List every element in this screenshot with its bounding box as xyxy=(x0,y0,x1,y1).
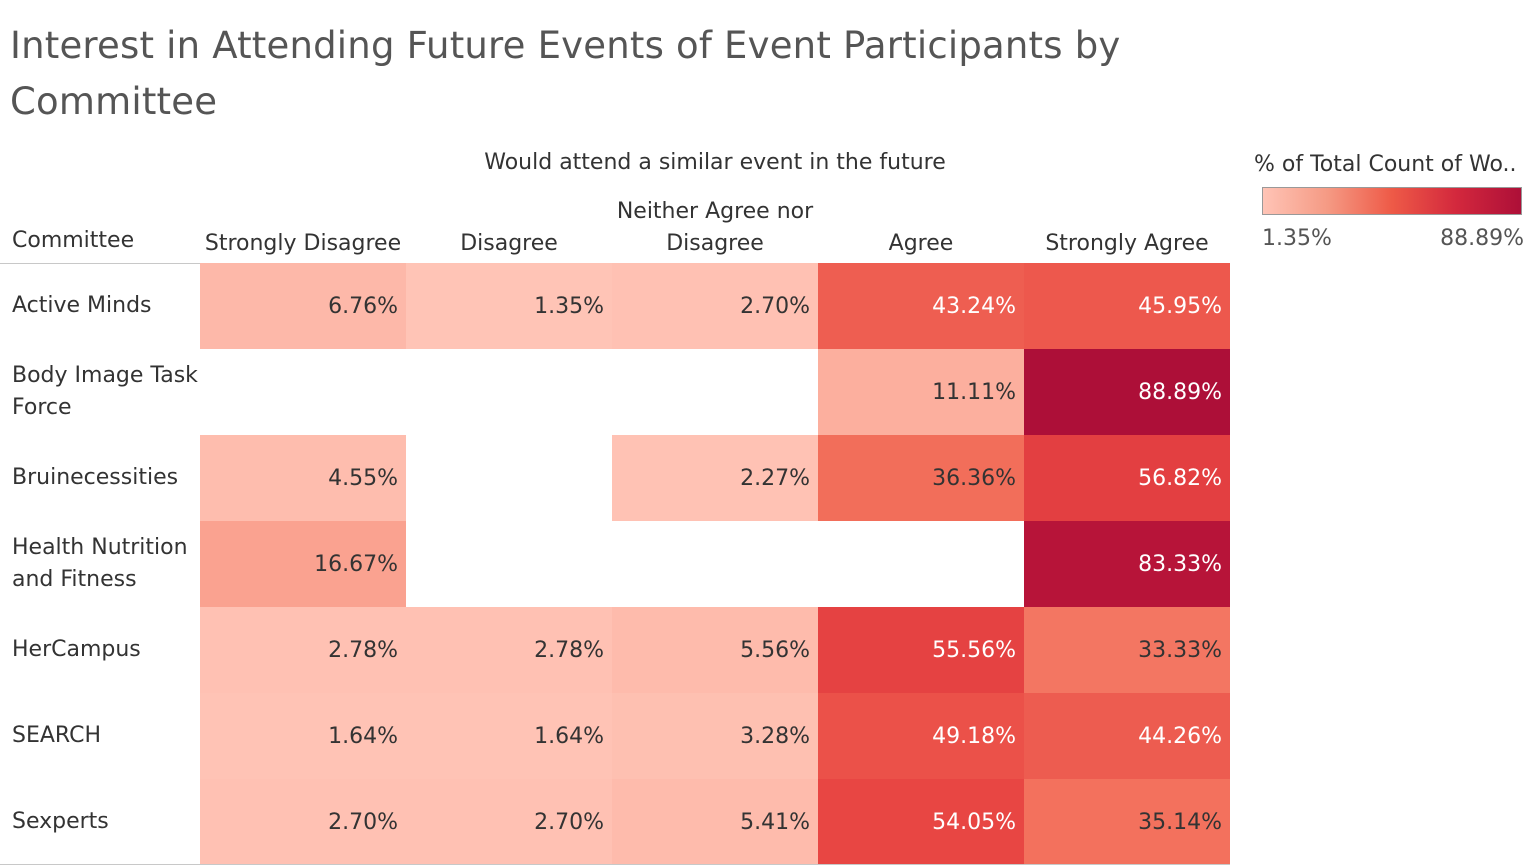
heatmap-cell: 45.95% xyxy=(1024,263,1230,349)
column-header: Disagree xyxy=(460,231,558,256)
heatmap-cell: 33.33% xyxy=(1024,607,1230,693)
column-header: Neither Agree nor Disagree xyxy=(616,199,814,256)
heatmap-cell: 1.64% xyxy=(200,693,406,779)
chart-title: Interest in Attending Future Events of E… xyxy=(10,24,1121,123)
heatmap-cell: 11.11% xyxy=(818,349,1024,435)
heatmap-cell: 2.27% xyxy=(612,435,818,521)
heatmap-cell: 44.26% xyxy=(1024,693,1230,779)
heatmap-cell: 83.33% xyxy=(1024,521,1230,607)
heatmap-cell: 2.70% xyxy=(200,779,406,865)
heatmap-cell: 54.05% xyxy=(818,779,1024,865)
row-label: Active Minds xyxy=(12,293,152,318)
row-label: Body Image Task Force xyxy=(12,363,198,420)
heatmap-cell: 43.24% xyxy=(818,263,1024,349)
row-label: SEARCH xyxy=(12,723,102,748)
heatmap-cell: 2.70% xyxy=(406,779,612,865)
heatmap-cell: 55.56% xyxy=(818,607,1024,693)
legend-min-label: 1.35% xyxy=(1262,226,1332,251)
row-label: Health Nutrition and Fitness xyxy=(12,535,188,592)
heatmap-cell: 5.56% xyxy=(612,607,818,693)
row-label: Bruinecessities xyxy=(12,465,179,490)
heatmap-cell: 6.76% xyxy=(200,263,406,349)
column-header: Strongly Disagree xyxy=(204,231,402,256)
row-label: Sexperts xyxy=(12,809,109,834)
heatmap-cell: 3.28% xyxy=(612,693,818,779)
column-group-header: Would attend a similar event in the futu… xyxy=(484,150,946,175)
bottom-divider xyxy=(0,864,1230,865)
heatmap-cell: 88.89% xyxy=(1024,349,1230,435)
heatmap-cell: 1.35% xyxy=(406,263,612,349)
legend-title: % of Total Count of Wo.. xyxy=(1254,152,1517,177)
heatmap-cell: 16.67% xyxy=(200,521,406,607)
column-header: Strongly Agree xyxy=(1045,231,1209,256)
heatmap-cell: 35.14% xyxy=(1024,779,1230,865)
heatmap-cell: 49.18% xyxy=(818,693,1024,779)
heatmap-cell: 4.55% xyxy=(200,435,406,521)
legend-color-ramp xyxy=(1262,187,1522,215)
row-header: Committee xyxy=(12,228,135,253)
heatmap-cell: 1.64% xyxy=(406,693,612,779)
row-label: HerCampus xyxy=(12,637,141,662)
heatmap-cell: 36.36% xyxy=(818,435,1024,521)
heatmap-cell: 2.78% xyxy=(200,607,406,693)
legend-max-label: 88.89% xyxy=(1440,226,1524,251)
column-header: Agree xyxy=(888,231,954,256)
heatmap-cell: 2.78% xyxy=(406,607,612,693)
heatmap-cell: 2.70% xyxy=(612,263,818,349)
heatmap-cell: 5.41% xyxy=(612,779,818,865)
heatmap-cell: 56.82% xyxy=(1024,435,1230,521)
